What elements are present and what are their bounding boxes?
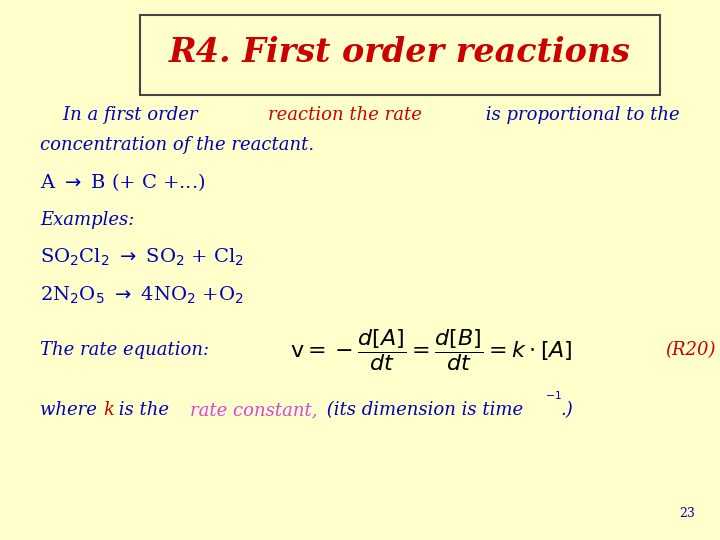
Text: In a first order: In a first order (40, 106, 203, 124)
Text: rate constant,: rate constant, (190, 401, 318, 419)
Text: concentration of the reactant.: concentration of the reactant. (40, 136, 314, 154)
Text: The rate equation:: The rate equation: (40, 341, 209, 359)
Text: is the: is the (113, 401, 175, 419)
Text: .): .) (560, 401, 572, 419)
Text: R4. First order reactions: R4. First order reactions (169, 37, 631, 70)
Bar (140, 15, 660, 95)
Text: reaction the rate: reaction the rate (268, 106, 422, 124)
Text: Examples:: Examples: (40, 211, 135, 229)
Text: SO$_2$Cl$_2$ $\rightarrow$ SO$_2$ + Cl$_2$: SO$_2$Cl$_2$ $\rightarrow$ SO$_2$ + Cl$_… (40, 246, 244, 268)
Text: k: k (103, 401, 114, 419)
Text: $^{-1}$: $^{-1}$ (545, 393, 562, 407)
Text: (R20): (R20) (665, 341, 716, 359)
Text: 2N$_2$O$_5$ $\rightarrow$ 4NO$_2$ +O$_2$: 2N$_2$O$_5$ $\rightarrow$ 4NO$_2$ +O$_2$ (40, 285, 243, 306)
Text: is proportional to the: is proportional to the (480, 106, 680, 124)
Text: A $\rightarrow$ B (+ C +...): A $\rightarrow$ B (+ C +...) (40, 171, 205, 193)
Text: (its dimension is time: (its dimension is time (321, 401, 523, 419)
Text: 23: 23 (679, 507, 695, 520)
Text: $\mathrm{v} = -\dfrac{d[A]}{dt} = \dfrac{d[B]}{dt} = k \cdot [A]$: $\mathrm{v} = -\dfrac{d[A]}{dt} = \dfrac… (290, 327, 572, 373)
Text: where: where (40, 401, 103, 419)
